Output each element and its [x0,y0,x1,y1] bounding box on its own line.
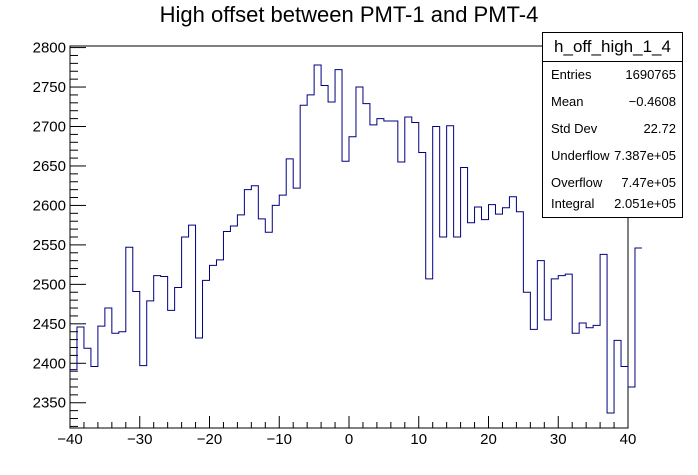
stats-row-underflow: Underflow 7.387e+05 [551,148,676,168]
x-axis: −40 −30 −20 −10 0 10 20 30 40 [57,416,636,448]
x-tick-label: −40 [57,431,82,448]
x-tick-label: 0 [345,431,353,448]
stats-value: 1690765 [625,67,676,82]
stats-row-overflow: Overflow 7.47e+05 [551,175,676,195]
y-tick-label: 2450 [33,316,66,333]
y-axis: 2350 2400 2450 2500 2550 2600 2650 2700 2750 2800 [33,40,86,427]
stats-row-stddev: Std Dev 22.72 [551,121,676,141]
y-tick-label: 2350 [33,395,66,412]
histogram-series [70,64,642,414]
y-tick-label: 2700 [33,119,66,136]
stats-box: h_off_high_1_4 Entries 1690765 Mean −0.460… [542,32,683,218]
x-tick-label: −30 [127,431,152,448]
x-tick-label: 20 [480,431,497,448]
stats-value: 7.387e+05 [614,148,676,163]
stats-label: Entries [551,67,592,82]
stats-value: −0.4608 [628,94,676,109]
x-tick-label: −20 [197,431,222,448]
stats-label: Integral [551,196,595,211]
y-tick-label: 2750 [33,79,66,96]
stats-label: Mean [551,94,584,109]
stats-label: Underflow [551,148,610,163]
stats-value: 22.72 [643,121,676,136]
stats-row-mean: Mean −0.4608 [551,94,676,114]
stats-row-integral: Integral 2.051e+05 [551,196,676,216]
x-tick-label: −10 [267,431,292,448]
stats-row-entries: Entries 1690765 [551,67,676,87]
y-tick-label: 2550 [33,237,66,254]
x-tick-label: 30 [550,431,567,448]
x-tick-label: 10 [410,431,427,448]
y-tick-label: 2600 [33,197,66,214]
y-tick-label: 2400 [33,355,66,372]
chart-title: High offset between PMT-1 and PMT-4 [159,2,539,27]
stats-value: 2.051e+05 [614,196,676,211]
stats-label: Std Dev [551,121,598,136]
x-tick-label: 40 [620,431,637,448]
stats-value: 7.47e+05 [621,175,676,190]
y-tick-label: 2800 [33,40,66,57]
stats-box-name: h_off_high_1_4 [543,33,682,62]
stats-label: Overflow [551,175,603,190]
y-tick-label: 2650 [33,158,66,175]
y-tick-label: 2500 [33,276,66,293]
